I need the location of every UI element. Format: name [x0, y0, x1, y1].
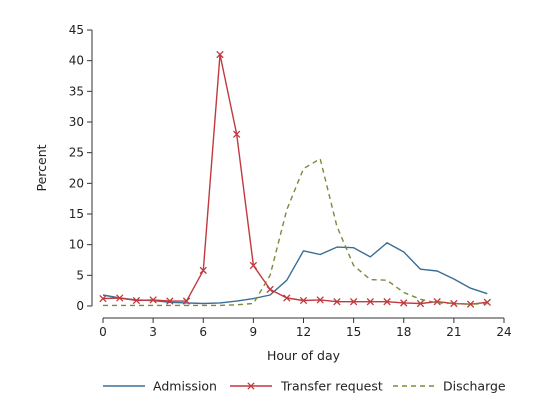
axes: 0 5 10 15 20 25 30 35 40 45 0 3 6 9 12 15 18 21 24 Hour of …: [34, 23, 512, 363]
legend-label: Admission: [153, 379, 217, 394]
x-tick-label: 18: [396, 325, 411, 339]
x-tick-label: 6: [199, 325, 207, 339]
data-point: [116, 294, 124, 302]
data-point: [216, 50, 224, 59]
x-tick-label: 15: [346, 325, 361, 339]
y-axis-title: Percent: [34, 144, 49, 191]
legend-label: Transfer request: [280, 379, 383, 394]
x-tick-label: 12: [296, 325, 311, 339]
x-tick-label: 0: [99, 325, 107, 339]
y-tick-label: 40: [69, 54, 84, 68]
x-axis-title: Hour of day: [267, 348, 341, 363]
y-tick-label: 5: [76, 268, 84, 282]
data-point: [132, 296, 141, 305]
series-line-transfer-request: [102, 53, 488, 305]
data-point: [299, 296, 308, 305]
data-point: [466, 300, 475, 308]
data-point: [182, 297, 191, 305]
series-discharge: [103, 158, 488, 307]
y-tick-label: 25: [69, 146, 84, 160]
legend-label: Discharge: [443, 379, 506, 394]
x-tick-label: 3: [149, 325, 157, 339]
data-point: [400, 299, 408, 307]
data-point: [383, 298, 391, 306]
data-point: [366, 298, 374, 306]
y-tick-label: 10: [69, 238, 84, 252]
data-point: [333, 298, 341, 306]
legend-item-discharge: Discharge: [393, 379, 506, 394]
x-tick-label: 9: [250, 325, 258, 339]
series-line-admission: [102, 242, 488, 305]
data-point: [283, 294, 291, 302]
data-point: [199, 266, 207, 275]
data-point: [166, 297, 174, 305]
legend-marker: [247, 382, 255, 390]
series-line-discharge: [103, 158, 488, 307]
y-tick-label: 30: [69, 115, 84, 129]
data-point: [483, 298, 491, 306]
data-point: [99, 294, 107, 303]
x-tick-label: 21: [446, 325, 461, 339]
data-point: [149, 296, 157, 304]
data-point: [450, 299, 458, 308]
series-admission: [102, 242, 488, 305]
series-transfer-request: [99, 50, 491, 308]
y-tick-label: 45: [69, 23, 84, 37]
plot-area: [99, 50, 491, 308]
data-point: [233, 130, 241, 138]
data-point: [266, 285, 274, 294]
data-point: [316, 296, 324, 304]
y-tick-label: 0: [76, 299, 84, 313]
y-tick-label: 35: [69, 84, 84, 98]
y-tick-label: 15: [69, 207, 84, 221]
data-point: [249, 261, 258, 270]
y-tick-label: 20: [69, 176, 84, 190]
legend-item-transfer-request: Transfer request: [230, 379, 383, 394]
legend: Admission Transfer request Discharge: [103, 379, 506, 394]
x-tick-label: 24: [496, 325, 511, 339]
data-point: [433, 298, 441, 306]
legend-item-admission: Admission: [103, 379, 217, 394]
data-point: [349, 298, 358, 306]
data-point: [416, 299, 425, 308]
